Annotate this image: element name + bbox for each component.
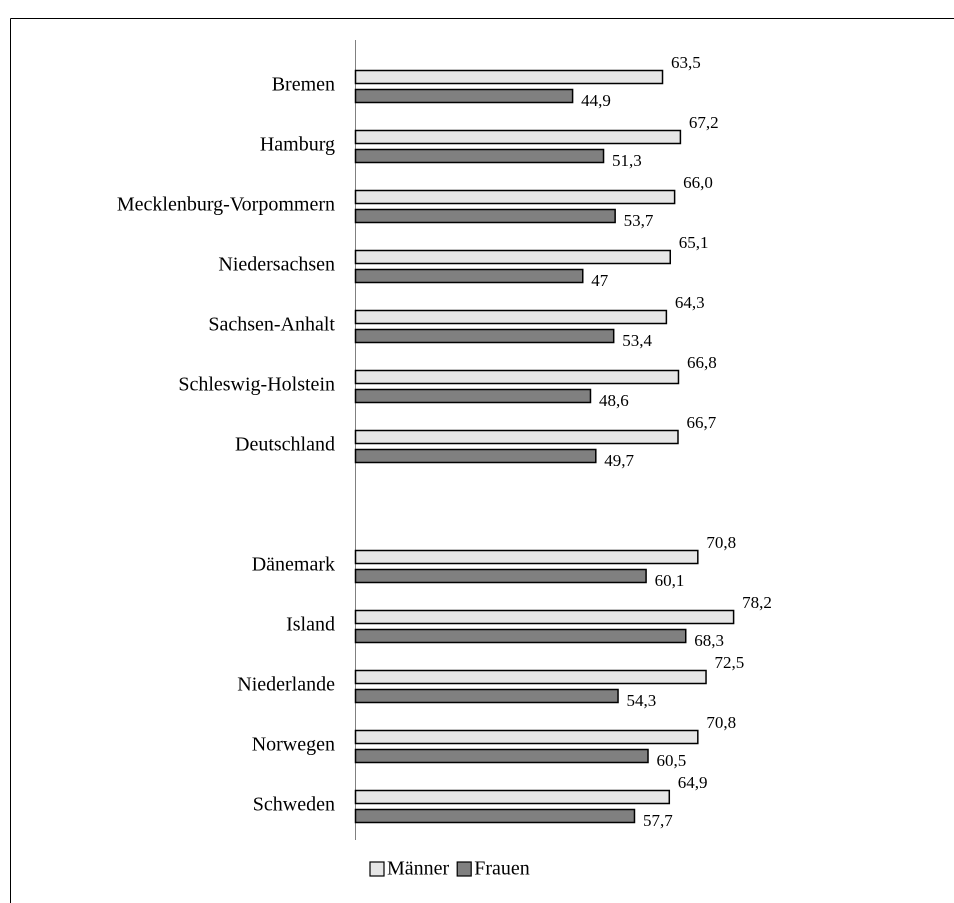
legend-swatch	[456, 861, 472, 877]
value-label: 57,7	[643, 811, 673, 830]
bar	[354, 789, 671, 805]
value-label: 66,7	[686, 413, 716, 432]
category-label: Schleswig-Holstein	[178, 374, 335, 396]
bar	[354, 129, 682, 145]
bar	[354, 148, 605, 164]
bar	[354, 729, 699, 745]
bar	[354, 69, 664, 85]
value-label: 70,8	[706, 713, 736, 732]
bar	[354, 448, 597, 464]
value-label: 60,1	[655, 571, 685, 590]
value-label: 49,7	[604, 451, 634, 470]
category-label: Niederlande	[237, 674, 335, 696]
bar	[354, 88, 574, 104]
value-label: 44,9	[581, 91, 611, 110]
bar	[354, 808, 636, 824]
value-label: 65,1	[679, 233, 709, 252]
bar	[354, 688, 619, 704]
value-label: 60,5	[657, 751, 687, 770]
value-label: 72,5	[715, 653, 745, 672]
bar	[354, 609, 735, 625]
category-label: Dänemark	[252, 554, 335, 576]
category-label: Niedersachsen	[218, 254, 335, 276]
legend-label: Frauen	[474, 858, 530, 880]
value-label: 47	[591, 271, 609, 290]
category-label: Hamburg	[260, 134, 335, 156]
value-label: 67,2	[689, 113, 719, 132]
category-label: Bremen	[272, 74, 335, 96]
category-label: Mecklenburg-Vorpommern	[117, 194, 335, 216]
value-label: 66,8	[687, 353, 717, 372]
bar	[354, 309, 668, 325]
bar	[354, 669, 707, 685]
category-label: Deutschland	[235, 434, 335, 456]
legend-label: Männer	[387, 858, 450, 880]
bar	[354, 249, 672, 265]
value-label: 53,4	[622, 331, 652, 350]
value-label: 64,3	[675, 293, 705, 312]
bar	[354, 429, 679, 445]
bar	[354, 748, 649, 764]
bar	[354, 189, 676, 205]
value-label: 70,8	[706, 533, 736, 552]
category-label: Sachsen-Anhalt	[208, 314, 335, 336]
category-label: Schweden	[253, 794, 335, 816]
bar	[354, 328, 615, 344]
category-label: Island	[286, 614, 335, 636]
bar	[354, 388, 592, 404]
bar	[354, 208, 616, 224]
legend-swatch	[369, 861, 385, 877]
bar	[354, 369, 680, 385]
category-label: Norwegen	[252, 734, 335, 756]
value-label: 66,0	[683, 173, 713, 192]
bar	[354, 628, 687, 644]
value-label: 53,7	[624, 211, 654, 230]
value-label: 51,3	[612, 151, 642, 170]
value-label: 78,2	[742, 593, 772, 612]
value-label: 64,9	[678, 773, 708, 792]
value-label: 68,3	[694, 631, 724, 650]
bar	[354, 268, 584, 284]
bar	[354, 549, 699, 565]
bar	[354, 568, 647, 584]
value-label: 63,5	[671, 53, 701, 72]
value-label: 54,3	[627, 691, 657, 710]
value-label: 48,6	[599, 391, 629, 410]
